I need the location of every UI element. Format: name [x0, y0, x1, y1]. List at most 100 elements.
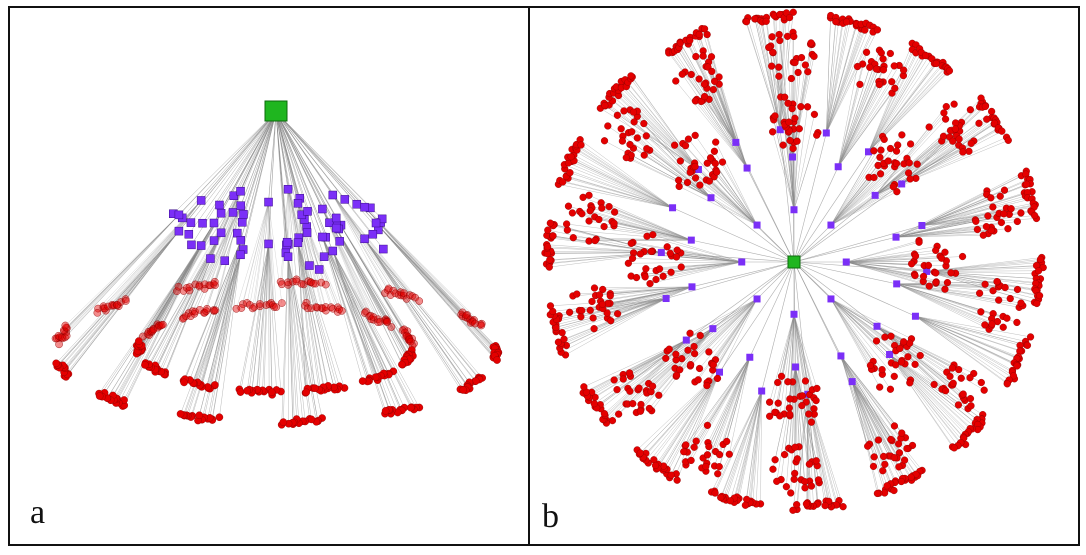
hub-edge: [604, 339, 687, 414]
leaf-node: [1004, 225, 1012, 233]
hub-edge: [194, 205, 242, 314]
hub-edge: [830, 298, 910, 383]
leaf-node: [703, 382, 711, 390]
hub-edge: [332, 250, 420, 408]
hub-edge: [240, 243, 269, 393]
hub-node: [293, 199, 303, 208]
leaf-node: [1013, 318, 1021, 327]
leaf-node: [585, 217, 593, 225]
leaf-node: [462, 311, 470, 320]
hub-edge: [63, 230, 180, 373]
hub-node: [328, 190, 338, 200]
leaf-node: [789, 506, 797, 514]
hub-edge: [621, 87, 699, 170]
leaf-node: [915, 238, 923, 246]
leaf-node: [904, 353, 912, 361]
hub-edge: [214, 191, 241, 286]
root-edge: [240, 111, 277, 241]
hub-edge: [846, 242, 920, 263]
leaf-node: [895, 463, 903, 471]
leaf-node: [52, 359, 60, 368]
hub-edge: [561, 298, 667, 353]
leaf-node: [741, 501, 749, 509]
leaf-node: [769, 128, 777, 136]
hub-edge: [915, 315, 1020, 352]
hub-edge: [826, 18, 850, 134]
leaf-node: [141, 361, 149, 369]
hub-edge: [830, 149, 882, 226]
leaf-node: [690, 342, 698, 351]
hub-node: [340, 195, 350, 204]
hub-edge: [630, 78, 699, 170]
leaf-node: [875, 80, 883, 89]
leaf-node: [913, 160, 921, 168]
leaf-node: [195, 411, 204, 420]
leaf-node: [789, 144, 797, 153]
root-edge: [275, 111, 342, 226]
hub-edge: [283, 256, 289, 423]
hub-edge: [335, 227, 406, 363]
hub-edge: [874, 136, 950, 196]
hub-node: [792, 363, 800, 371]
leaf-node: [1017, 209, 1025, 217]
hub-edge: [926, 270, 1039, 272]
leaf-node: [797, 53, 806, 62]
hub-node: [827, 295, 835, 303]
leaf-node: [866, 63, 874, 71]
leaf-node: [894, 141, 902, 149]
leaf-node: [272, 303, 281, 311]
hub-edge: [219, 254, 241, 418]
hub-edge: [840, 355, 902, 434]
leaf-node: [232, 304, 241, 313]
hub-node: [371, 218, 381, 228]
root-edge: [698, 169, 795, 263]
leaf-node: [1006, 294, 1014, 303]
leaf-node: [649, 231, 657, 239]
hub-edge: [107, 245, 202, 399]
leaf-node: [950, 444, 958, 452]
leaf-node: [321, 280, 330, 289]
hub-edge: [63, 214, 180, 331]
leaf-node: [765, 43, 773, 52]
hub-edge: [715, 142, 758, 226]
hub-edge: [782, 145, 795, 210]
leaf-node: [243, 299, 251, 307]
panel-b: b: [530, 8, 1078, 544]
hub-edge: [713, 89, 748, 169]
hub-node: [229, 191, 239, 200]
hub-edge: [609, 93, 699, 170]
hub-edge: [711, 298, 758, 365]
leaf-node: [967, 139, 975, 147]
leaf-node: [598, 204, 606, 212]
leaf-node: [700, 80, 708, 88]
hub-node: [682, 336, 690, 344]
hub-edge: [280, 189, 289, 282]
leaf-node: [663, 243, 671, 251]
leaf-node: [590, 325, 598, 333]
leaf-node: [568, 209, 576, 217]
hub-node: [236, 236, 246, 245]
hub-edge: [915, 316, 1017, 359]
leaf-node: [725, 450, 733, 458]
leaf-node: [1017, 299, 1025, 307]
network-top-view: [541, 8, 1047, 514]
hub-edge: [694, 162, 758, 226]
leaf-node: [610, 219, 618, 227]
hub-edge: [874, 106, 947, 196]
leaf-node: [307, 278, 315, 287]
leaf-node: [687, 456, 695, 465]
hub-edge: [851, 381, 920, 472]
hub-node: [331, 223, 341, 233]
leaf-node: [476, 320, 485, 329]
root-edge: [735, 142, 795, 263]
hub-node: [848, 378, 856, 386]
leaf-node: [407, 337, 415, 346]
leaf-node: [629, 400, 637, 408]
hub-edge: [837, 81, 884, 167]
hub-edge: [553, 225, 662, 253]
hub-edge: [258, 243, 269, 392]
leaf-node: [384, 284, 393, 293]
leaf-node: [374, 315, 382, 324]
root-edge: [213, 111, 277, 241]
root-edge: [182, 111, 277, 219]
